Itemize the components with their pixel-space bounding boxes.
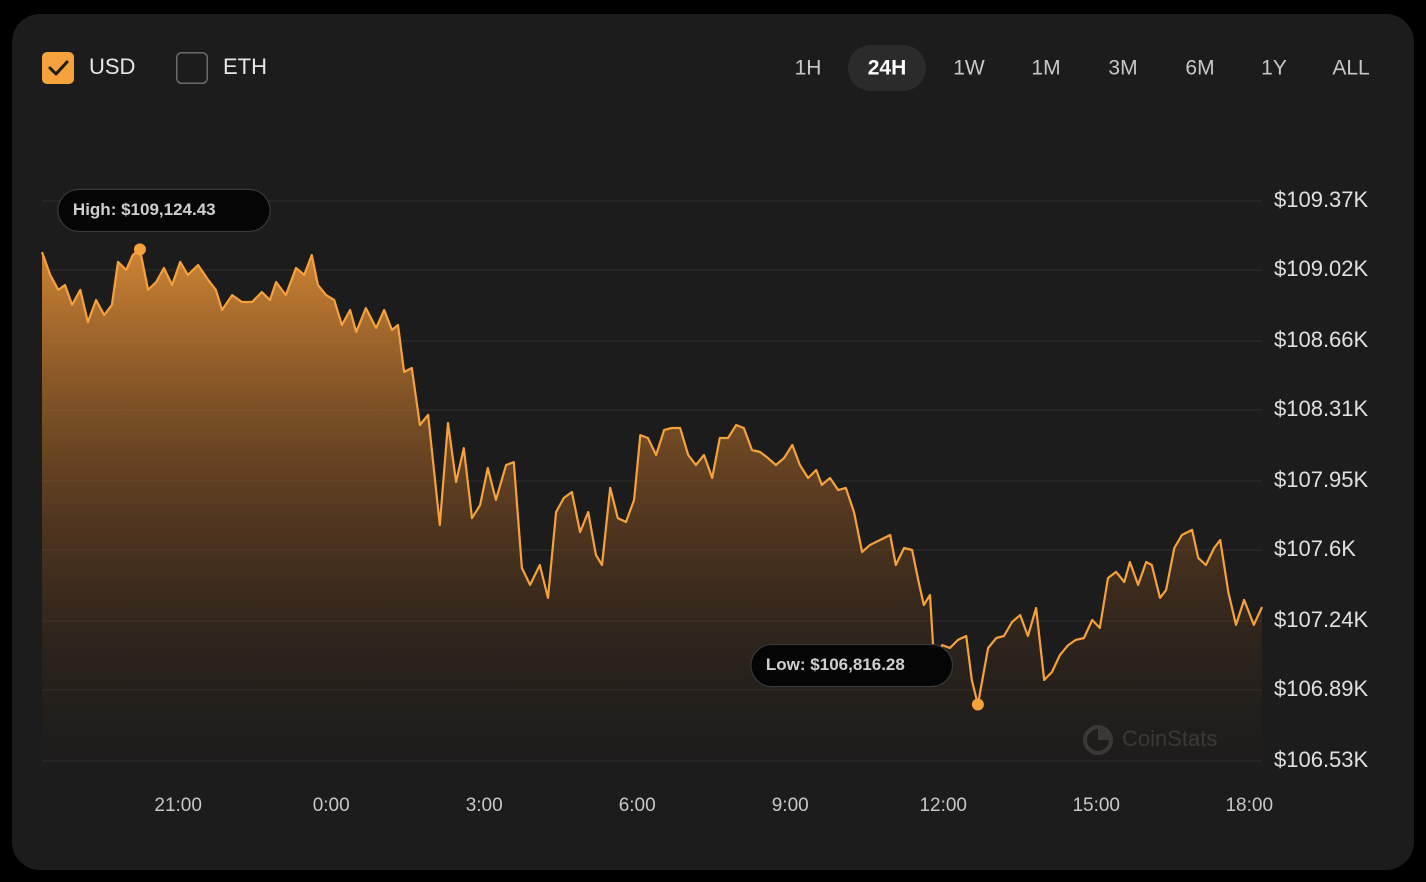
checkbox[interactable] bbox=[42, 52, 74, 84]
annotation-text: High: $109,124.43 bbox=[73, 200, 216, 219]
range-button[interactable]: 1M bbox=[1031, 57, 1060, 80]
range-button[interactable]: 1Y bbox=[1261, 57, 1287, 80]
range-button[interactable]: 1H bbox=[795, 57, 822, 80]
annotation-text: Low: $106,816.28 bbox=[766, 655, 905, 674]
range-button[interactable]: 3M bbox=[1108, 57, 1137, 80]
currency-toggle[interactable]: USD bbox=[42, 52, 135, 84]
y-tick-label: $107.24K bbox=[1274, 607, 1369, 632]
y-tick-label: $109.37K bbox=[1274, 187, 1369, 212]
x-tick-label: 6:00 bbox=[619, 795, 656, 816]
range-pill[interactable] bbox=[848, 45, 926, 91]
y-tick-label: $108.31K bbox=[1274, 396, 1369, 421]
area bbox=[42, 249, 1262, 761]
range-button[interactable]: 6M bbox=[1185, 57, 1214, 80]
annotation-box bbox=[750, 643, 954, 688]
x-tick-label: 9:00 bbox=[772, 795, 809, 816]
range-button[interactable]: ALL bbox=[1332, 57, 1369, 80]
x-tick-label: 3:00 bbox=[466, 795, 503, 816]
extreme-marker bbox=[971, 698, 984, 711]
chart: $106.53K $106.89K $107.24K $107.6K $107.95K $… bbox=[40, 187, 1369, 816]
x-tick-label: 18:00 bbox=[1225, 795, 1273, 816]
x-tick-label: 0:00 bbox=[313, 795, 350, 816]
y-tick-label: $109.02K bbox=[1274, 256, 1369, 281]
extreme-marker bbox=[133, 243, 146, 256]
range-button[interactable]: 1W bbox=[953, 57, 985, 80]
x-tick-label: 21:00 bbox=[154, 795, 202, 816]
y-tick-label: $106.89K bbox=[1274, 676, 1369, 701]
currency-toggle[interactable]: ETH bbox=[176, 52, 267, 84]
y-tick-label: $107.6K bbox=[1274, 536, 1356, 561]
y-tick-label: $107.95K bbox=[1274, 467, 1369, 492]
x-tick-label: 12:00 bbox=[919, 795, 967, 816]
currency-label: ETH bbox=[223, 54, 267, 79]
y-tick-label: $108.66K bbox=[1274, 327, 1369, 352]
line bbox=[40, 248, 1264, 706]
y-tick-label: $106.53K bbox=[1274, 747, 1369, 772]
controls: USD ETH 1H 24H 1W 1M 3M 6M 1Y ALL bbox=[42, 45, 1370, 91]
checkmark bbox=[48, 60, 69, 76]
annotation-box bbox=[57, 188, 271, 233]
checkbox[interactable] bbox=[176, 52, 208, 84]
range-button[interactable]: 24H bbox=[868, 57, 907, 80]
x-tick-label: 15:00 bbox=[1072, 795, 1120, 816]
currency-label: USD bbox=[89, 54, 135, 79]
